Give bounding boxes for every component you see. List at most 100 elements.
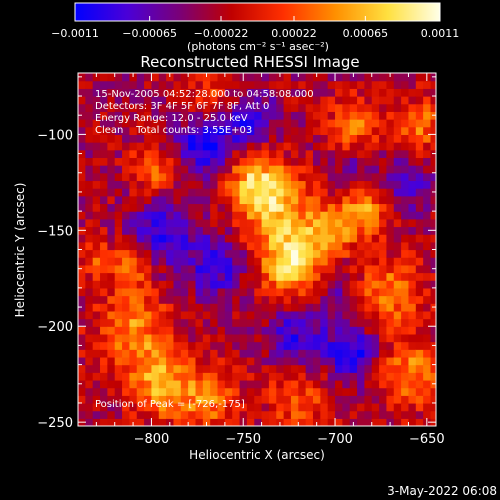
heatmap-cell	[364, 418, 373, 426]
heatmap-cell	[92, 73, 101, 82]
peak-position-label: Position of Peak = [-726,-175]	[95, 399, 245, 410]
heatmap-cell	[136, 73, 145, 82]
heatmap-cell	[276, 111, 285, 120]
heatmap-cell	[290, 96, 299, 105]
heatmap-cell	[92, 287, 101, 297]
heatmap-cell	[386, 180, 395, 189]
heatmap-cell	[173, 303, 182, 312]
heatmap-cell	[188, 310, 197, 320]
heatmap-cell	[312, 172, 321, 182]
heatmap-cell	[144, 149, 153, 159]
heatmap-cell	[210, 157, 219, 166]
heatmap-cell	[290, 134, 299, 143]
heatmap-cell	[305, 180, 314, 189]
heatmap-cell	[327, 295, 336, 304]
heatmap-cell	[386, 188, 395, 197]
heatmap-cell	[430, 272, 436, 281]
heatmap-cell	[239, 88, 248, 97]
heatmap-cell	[180, 264, 189, 274]
heatmap-cell	[290, 180, 299, 189]
heatmap-cell	[327, 149, 336, 159]
heatmap-cell	[305, 119, 314, 128]
heatmap-cell	[393, 387, 402, 396]
heatmap-cell	[401, 349, 410, 358]
heatmap-cell	[268, 172, 277, 182]
heatmap-cell	[408, 211, 417, 220]
heatmap-cell	[188, 402, 197, 412]
heatmap-cell	[430, 172, 436, 182]
heatmap-cell	[122, 318, 130, 327]
heatmap-cell	[335, 111, 343, 120]
heatmap-cell	[129, 356, 138, 366]
heatmap-cell	[408, 303, 417, 312]
heatmap-cell	[357, 364, 365, 373]
heatmap-cell	[415, 295, 424, 304]
heatmap-cell	[202, 379, 211, 389]
heatmap-cell	[327, 172, 336, 182]
heatmap-cell	[78, 272, 86, 281]
heatmap-cell	[114, 295, 123, 304]
heatmap-cell	[166, 149, 175, 159]
heatmap-cell	[379, 395, 388, 404]
heatmap-cell	[401, 149, 410, 159]
heatmap-cell	[298, 349, 307, 358]
heatmap-cell	[78, 287, 86, 297]
heatmap-cell	[246, 111, 255, 120]
heatmap-cell	[261, 333, 270, 343]
heatmap-cell	[144, 364, 153, 373]
heatmap-cell	[144, 264, 153, 274]
heatmap-cell	[342, 310, 351, 320]
heatmap-cell	[151, 341, 160, 350]
heatmap-cell	[107, 134, 116, 143]
heatmap-cell	[136, 172, 145, 182]
heatmap-cell	[430, 249, 436, 258]
heatmap-cell	[144, 379, 153, 389]
heatmap-cell	[202, 318, 211, 327]
heatmap-cell	[327, 73, 336, 82]
heatmap-cell	[78, 157, 86, 166]
heatmap-cell	[298, 80, 307, 89]
heatmap-cell	[195, 73, 204, 82]
heatmap-cell	[232, 234, 241, 243]
heatmap-cell	[246, 349, 255, 358]
heatmap-cell	[158, 264, 167, 274]
heatmap-cell	[254, 310, 263, 320]
heatmap-cell	[144, 272, 153, 281]
heatmap-cell	[312, 257, 321, 266]
heatmap-cell	[166, 341, 175, 350]
heatmap-cell	[151, 73, 160, 82]
heatmap-cell	[320, 80, 329, 89]
heatmap-cell	[327, 410, 336, 419]
heatmap-cell	[232, 218, 241, 228]
heatmap-cell	[232, 418, 241, 426]
heatmap-cell	[122, 241, 130, 251]
heatmap-cell	[268, 149, 277, 159]
heatmap-cell	[290, 172, 299, 182]
heatmap-cell	[85, 364, 94, 373]
heatmap-cell	[335, 188, 343, 197]
footer-date: 3-May-2022 06:08	[387, 484, 497, 498]
heatmap-cell	[188, 295, 197, 304]
heatmap-cell	[100, 264, 108, 274]
heatmap-cell	[335, 356, 343, 366]
heatmap-cell	[114, 364, 123, 373]
heatmap-cell	[144, 257, 153, 266]
heatmap-cell	[357, 96, 365, 105]
heatmap-cell	[136, 142, 145, 151]
heatmap-cell	[100, 96, 108, 105]
heatmap-cell	[320, 364, 329, 373]
heatmap-cell	[342, 395, 351, 404]
heatmap-cell	[232, 364, 241, 373]
heatmap-cell	[107, 310, 116, 320]
heatmap-cell	[312, 226, 321, 235]
heatmap-cell	[246, 103, 255, 112]
heatmap-cell	[202, 326, 211, 335]
heatmap-cell	[290, 157, 299, 166]
heatmap-cell	[320, 318, 329, 327]
heatmap-cell	[202, 195, 211, 205]
heatmap-cell	[158, 418, 167, 426]
heatmap-cell	[217, 410, 226, 419]
heatmap-cell	[107, 111, 116, 120]
heatmap-cell	[276, 218, 285, 228]
heatmap-cell	[290, 218, 299, 228]
